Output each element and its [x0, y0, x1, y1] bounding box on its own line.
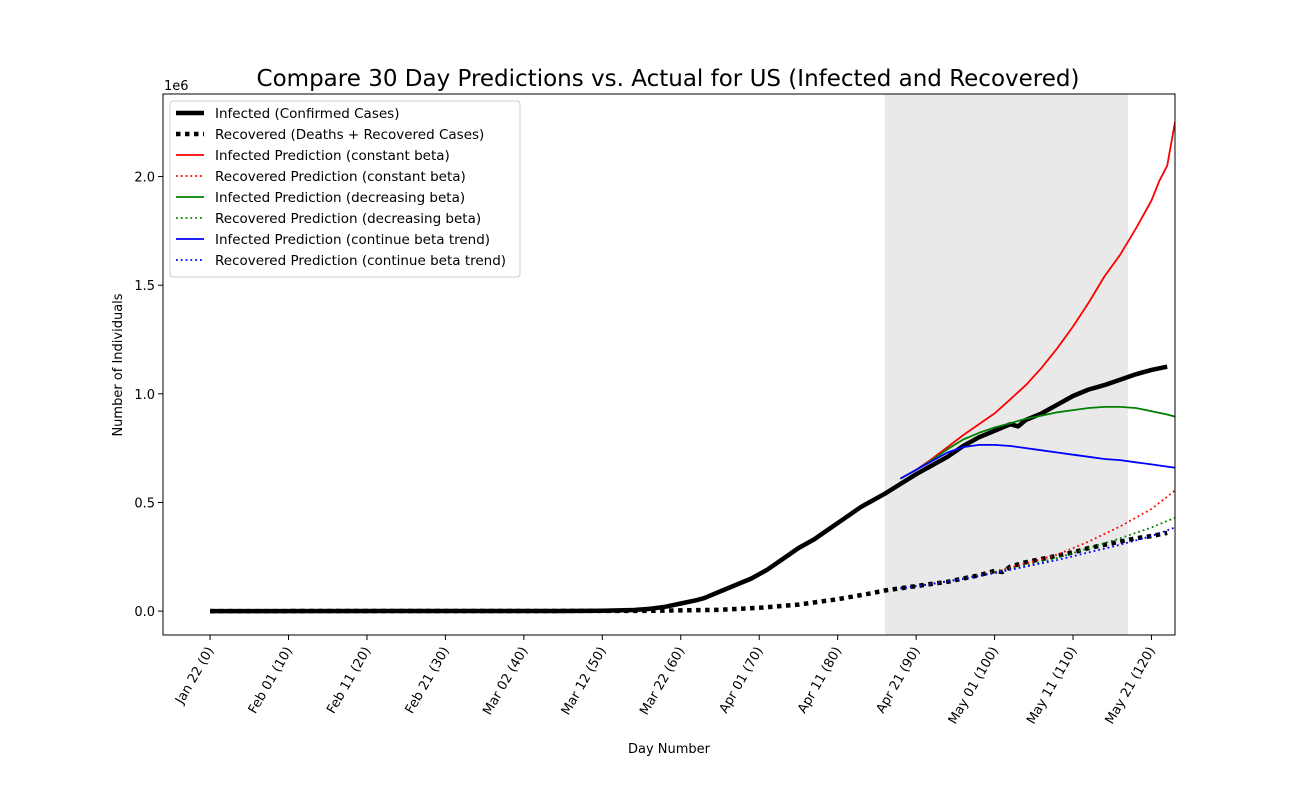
series-line-2 — [210, 530, 1168, 614]
y-tick-label: 0.5 — [134, 496, 155, 511]
series-line-8 — [900, 526, 1175, 590]
axes-frame — [162, 93, 1176, 636]
legend-label: Infected Prediction (continue beta trend… — [215, 232, 490, 248]
legend-label: Recovered Prediction (continue beta tren… — [215, 253, 506, 269]
y-tick-label: 1.5 — [134, 279, 155, 294]
series-line-4 — [900, 489, 1175, 590]
legend-label: Recovered (Deaths + Recovered Cases) — [215, 127, 484, 143]
y-axis-label: Number of Individuals — [111, 293, 126, 436]
y-tick-label: 2.0 — [134, 171, 155, 186]
legend-label: Recovered Prediction (constant beta) — [215, 169, 466, 185]
series-group — [210, 122, 1175, 614]
legend: Infected (Confirmed Cases) Recovered (Dea… — [169, 100, 521, 278]
legend-label: Recovered Prediction (decreasing beta) — [215, 211, 481, 227]
y-tick-label: 1.0 — [134, 388, 155, 403]
series-line-7 — [899, 444, 1175, 480]
series-line-1 — [210, 364, 1168, 614]
legend-label: Infected Prediction (constant beta) — [215, 148, 450, 164]
series-line-5 — [899, 406, 1175, 480]
x-axis-label: Day Number — [628, 742, 711, 757]
chart-title: Compare 30 Day Predictions vs. Actual fo… — [257, 66, 1080, 92]
y-axis-offset-label: 1e6 — [164, 79, 189, 94]
legend-label: Infected Prediction (decreasing beta) — [215, 190, 465, 206]
legend-label: Infected (Confirmed Cases) — [215, 106, 399, 122]
y-tick-label: 0.0 — [134, 605, 155, 620]
legend-box — [169, 100, 521, 278]
prediction-window-shade — [884, 94, 1128, 635]
series-line-3 — [899, 122, 1175, 480]
